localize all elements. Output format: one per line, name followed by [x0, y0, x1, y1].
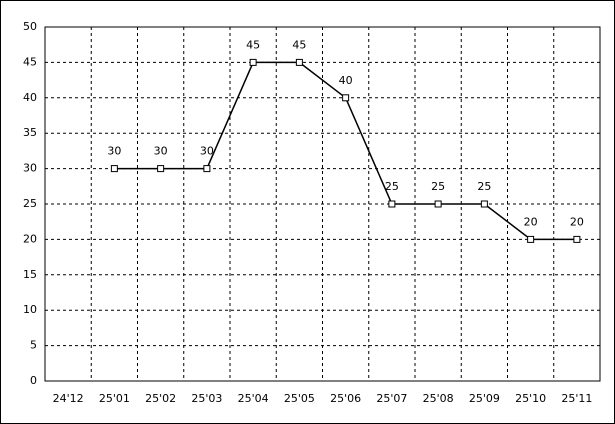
marker	[203, 165, 211, 173]
data-label: 45	[246, 38, 260, 51]
x-tick-label: 25'01	[99, 392, 130, 405]
y-tick-label: 30	[23, 162, 37, 175]
y-tick-label: 10	[23, 303, 37, 316]
y-tick-label: 15	[23, 268, 37, 281]
marker	[573, 235, 581, 243]
data-label: 30	[200, 145, 214, 158]
marker	[388, 200, 396, 208]
data-label: 20	[524, 215, 538, 228]
marker	[249, 58, 257, 66]
y-tick-label: 35	[23, 126, 37, 139]
marker	[110, 165, 118, 173]
x-tick-label: 25'02	[145, 392, 176, 405]
data-label: 30	[107, 145, 121, 158]
x-tick-label: 25'05	[284, 392, 315, 405]
x-tick-label: 25'11	[561, 392, 592, 405]
data-label: 20	[570, 215, 584, 228]
y-tick-label: 50	[23, 20, 37, 33]
marker	[342, 94, 350, 102]
x-tick-label: 25'03	[191, 392, 222, 405]
data-label: 30	[154, 145, 168, 158]
data-label: 25	[431, 180, 445, 193]
y-tick-label: 0	[30, 374, 37, 387]
x-tick-label: 25'09	[469, 392, 500, 405]
marker	[527, 235, 535, 243]
marker	[295, 58, 303, 66]
plot-area	[44, 26, 601, 382]
x-tick-label: 25'04	[238, 392, 269, 405]
y-tick-label: 25	[23, 197, 37, 210]
data-label: 25	[385, 180, 399, 193]
x-tick-label: 25'10	[515, 392, 546, 405]
marker	[480, 200, 488, 208]
y-tick-label: 40	[23, 91, 37, 104]
marker	[434, 200, 442, 208]
data-label: 45	[292, 38, 306, 51]
y-tick-label: 5	[30, 339, 37, 352]
y-tick-label: 45	[23, 55, 37, 68]
x-tick-label: 25'06	[330, 392, 361, 405]
x-tick-label: 25'08	[423, 392, 454, 405]
y-tick-label: 20	[23, 232, 37, 245]
marker	[157, 165, 165, 173]
data-label: 40	[339, 74, 353, 87]
x-tick-label: 24'12	[53, 392, 84, 405]
x-tick-label: 25'07	[376, 392, 407, 405]
data-label: 25	[477, 180, 491, 193]
